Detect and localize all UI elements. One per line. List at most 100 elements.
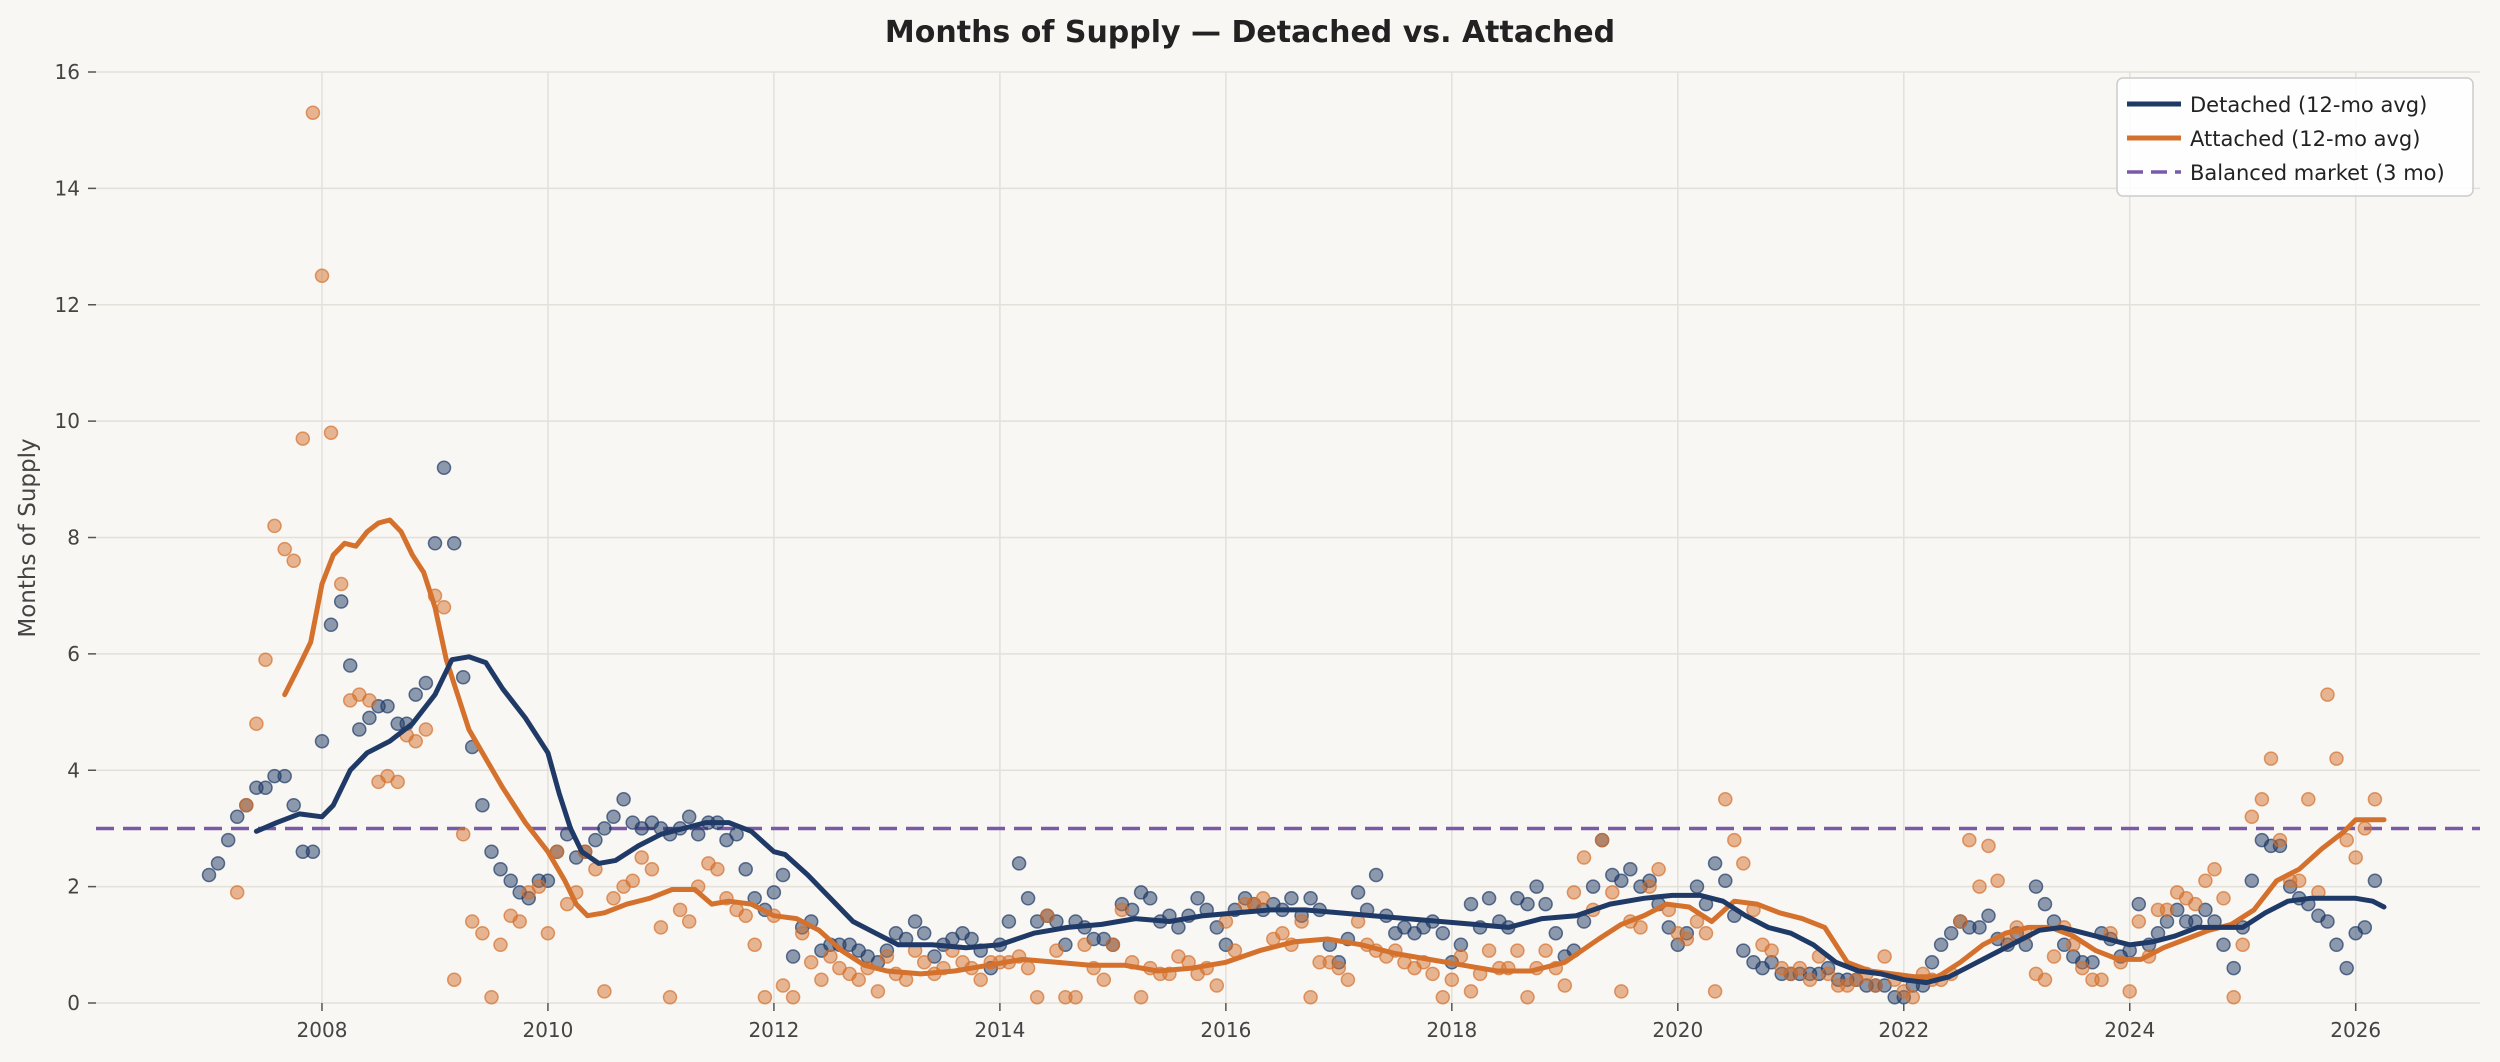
- attached-monthly-point-178: [1905, 989, 1921, 1005]
- attached-monthly-point-14: [362, 693, 377, 708]
- detached-monthly-point-8: [277, 768, 292, 784]
- attached-monthly-point-186: [1981, 838, 1996, 854]
- attached-monthly-point-6: [286, 553, 301, 569]
- attached-monthly-point-154: [1679, 931, 1695, 947]
- y-tick-label-10: 10: [55, 409, 80, 433]
- attached-monthly-point-113: [1294, 914, 1309, 929]
- attached-monthly-point-93: [1105, 937, 1121, 953]
- detached-monthly-point-195: [2037, 896, 2053, 912]
- attached-monthly-point-213: [2235, 937, 2250, 953]
- attached-monthly-point-214: [2244, 809, 2260, 825]
- detached-monthly-point-122: [1350, 885, 1366, 900]
- attached-monthly-point-51: [710, 861, 725, 877]
- attached-monthly-point-220: [2301, 792, 2316, 807]
- attached-monthly-point-141: [1557, 978, 1573, 993]
- detached-monthly-point-62: [785, 949, 801, 964]
- detached-monthly-point-15: [342, 658, 358, 673]
- detached-monthly-point-12: [314, 733, 330, 749]
- y-tick-label-2: 2: [67, 875, 80, 899]
- attached-monthly-point-94: [1114, 902, 1130, 918]
- attached-monthly-point-86: [1040, 908, 1055, 923]
- attached-monthly-point-44: [644, 861, 660, 877]
- attached-monthly-point-159: [1727, 832, 1742, 848]
- attached-monthly-point-2: [249, 716, 264, 731]
- detached-monthly-point-29: [475, 797, 490, 813]
- attached-monthly-point-42: [625, 873, 640, 889]
- detached-monthly-point-230: [2367, 873, 2383, 889]
- detached-monthly-point-26: [446, 536, 462, 551]
- detached-monthly-point-143: [1548, 925, 1564, 941]
- attached-monthly-point-196: [2075, 960, 2090, 976]
- attached-monthly-point-32: [531, 879, 547, 894]
- attached-monthly-point-17: [390, 774, 405, 790]
- attached-monthly-point-227: [2367, 792, 2383, 807]
- attached-monthly-point-217: [2272, 832, 2288, 848]
- attached-monthly-point-224: [2339, 832, 2354, 848]
- detached-monthly-point-31: [493, 861, 508, 877]
- attached-monthly-point-60: [794, 925, 810, 941]
- attached-monthly-point-58: [775, 978, 791, 993]
- attached-monthly-point-202: [2131, 914, 2147, 929]
- attached-monthly-point-160: [1736, 856, 1751, 871]
- detached-monthly-point-194: [2028, 879, 2044, 894]
- attached-monthly-point-219: [2291, 873, 2307, 889]
- attached-monthly-point-105: [1218, 914, 1234, 929]
- detached-monthly-point-19: [380, 698, 395, 714]
- attached-monthly-point-104: [1209, 978, 1225, 993]
- detached-monthly-point-85: [1001, 914, 1017, 929]
- legend-label-balanced: Balanced market (3 mo): [2190, 161, 2445, 185]
- x-tick-label-2008: 2008: [297, 1018, 348, 1042]
- detached-monthly-point-52: [690, 827, 706, 842]
- attached-monthly-point-85: [1029, 989, 1045, 1005]
- attached-monthly-point-30: [512, 914, 527, 929]
- attached-monthly-point-20: [418, 722, 434, 737]
- attached-monthly-point-117: [1331, 960, 1347, 976]
- attached-monthly-point-92: [1096, 972, 1112, 987]
- attached-monthly-point-4: [267, 518, 282, 534]
- attached-monthly-point-66: [851, 972, 866, 987]
- detached-monthly-point-100: [1142, 891, 1158, 906]
- attached-monthly-point-8: [305, 105, 321, 120]
- detached-monthly-point-183: [1924, 955, 1940, 970]
- attached-monthly-point-1: [239, 797, 254, 813]
- attached-monthly-point-84: [1020, 960, 1036, 976]
- detached-monthly-point-105: [1190, 891, 1205, 906]
- attached-monthly-point-209: [2198, 873, 2213, 889]
- detached-monthly-point-227: [2339, 960, 2354, 976]
- attached-monthly-point-145: [1594, 832, 1610, 848]
- attached-monthly-point-10: [323, 425, 339, 441]
- attached-monthly-point-215: [2254, 792, 2270, 807]
- attached-monthly-point-185: [1972, 879, 1987, 894]
- detached-monthly-point-141: [1529, 879, 1544, 894]
- detached-monthly-point-16: [352, 722, 367, 737]
- attached-monthly-point-43: [634, 850, 649, 865]
- detached-monthly-point-17: [362, 710, 377, 726]
- attached-monthly-point-22: [436, 600, 452, 615]
- x-tick-label-2010: 2010: [522, 1018, 573, 1042]
- detached-monthly-point-75: [907, 914, 923, 929]
- attached-monthly-point-222: [2320, 687, 2335, 702]
- attached-monthly-point-166: [1792, 960, 1808, 976]
- attached-monthly-point-56: [757, 989, 773, 1005]
- x-tick-label-2012: 2012: [748, 1018, 799, 1042]
- detached-monthly-point-41: [588, 832, 603, 848]
- scatter-layer: [201, 105, 2383, 1005]
- attached-monthly-point-143: [1576, 850, 1592, 865]
- attached-monthly-point-175: [1877, 949, 1892, 964]
- line-layer: [253, 517, 2387, 986]
- attached-monthly-point-59: [785, 989, 801, 1005]
- x-tick-label-2018: 2018: [1426, 1018, 1477, 1042]
- attached-monthly-point-226: [2357, 821, 2373, 836]
- attached-monthly-point-3: [258, 652, 273, 667]
- attached-monthly-point-137: [1520, 989, 1535, 1005]
- attached-monthly-point-127: [1425, 966, 1440, 982]
- x-tick-label-2024: 2024: [2104, 1018, 2155, 1042]
- y-tick-label-12: 12: [55, 293, 80, 317]
- attached-monthly-point-90: [1077, 937, 1092, 953]
- detached-monthly-point-24: [427, 536, 443, 551]
- attached-monthly-point-25: [464, 914, 480, 929]
- attached-monthly-point-9: [314, 268, 330, 283]
- detached-monthly-point-61: [775, 867, 791, 883]
- detached-monthly-point-226: [2329, 937, 2344, 953]
